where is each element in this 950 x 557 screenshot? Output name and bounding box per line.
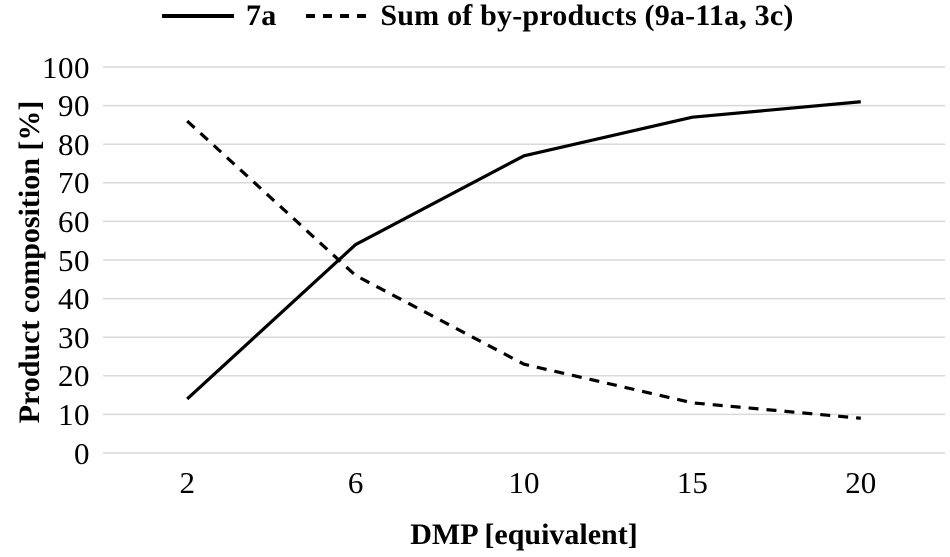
solid-line-swatch-icon: [162, 14, 234, 18]
series-7a-line: [186, 100, 861, 401]
x-tick-label: 10: [508, 465, 540, 500]
y-tick-label: 50: [58, 242, 90, 278]
series-by-products-line: [186, 119, 861, 420]
y-tick-label: 20: [58, 358, 90, 394]
x-tick-label: 15: [676, 465, 708, 500]
legend: 7a Sum of by-products (9a-11a, 3c): [162, 1, 794, 31]
y-tick-label: 60: [58, 203, 90, 239]
legend-item-by-products: Sum of by-products (9a-11a, 3c): [306, 1, 793, 31]
dashed-line-swatch-icon: [306, 14, 369, 18]
legend-label-7a: 7a: [246, 0, 277, 32]
y-tick-label: 70: [58, 165, 90, 201]
y-tick-label: 40: [58, 281, 90, 317]
y-tick-label: 90: [58, 88, 90, 124]
y-tick-label: 0: [74, 435, 90, 471]
x-tick-label: 6: [347, 465, 364, 500]
x-tick-label: 2: [179, 465, 195, 500]
y-tick-label: 80: [58, 126, 90, 162]
x-axis-title: DMP [equivalent]: [410, 518, 638, 551]
legend-item-7a: 7a: [162, 1, 276, 31]
x-tick-label: 20: [845, 465, 877, 500]
y-tick-label: 100: [42, 49, 90, 85]
y-tick-label: 30: [58, 319, 90, 355]
legend-label-by-products: Sum of by-products (9a-11a, 3c): [380, 0, 794, 32]
y-tick-label: 10: [58, 396, 90, 432]
